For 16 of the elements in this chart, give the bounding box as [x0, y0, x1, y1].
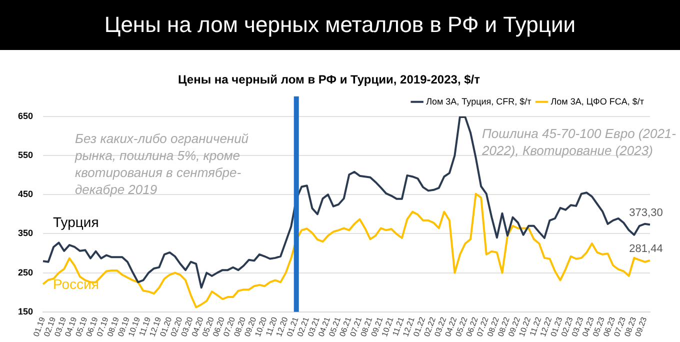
chart-title: Цены на лом черных металлов в РФ и Турции [0, 0, 680, 50]
data-label: 281,44 [629, 243, 663, 256]
annotation: Без каких-либо ограничений рынка, пошлина 5%, кроме квотирования в сентябре-декабре 2019 [75, 130, 250, 198]
y-tick-label: 150 [18, 306, 34, 316]
y-tick-label: 450 [18, 189, 34, 200]
annotation: Россия [53, 276, 100, 293]
data-label: 373,30 [629, 207, 663, 220]
legend-label: Лом 3А, Турция, CFR, $/т [426, 96, 532, 106]
annotation: Пошлина 45-70-100 Евро (2021-2022), Квотирование (2023) [482, 125, 677, 159]
y-tick-label: 550 [18, 150, 34, 160]
y-tick-label: 250 [18, 267, 34, 278]
y-tick-label: 350 [18, 228, 34, 238]
y-tick-label: 650 [18, 110, 34, 121]
annotation: Турция [53, 214, 100, 231]
chart-subtitle: Цены на черный лом в РФ и Турции, 2019-2023, $/т [178, 72, 480, 87]
legend-label: Лом 3А, ЦФО FCA, $/т [550, 96, 644, 106]
